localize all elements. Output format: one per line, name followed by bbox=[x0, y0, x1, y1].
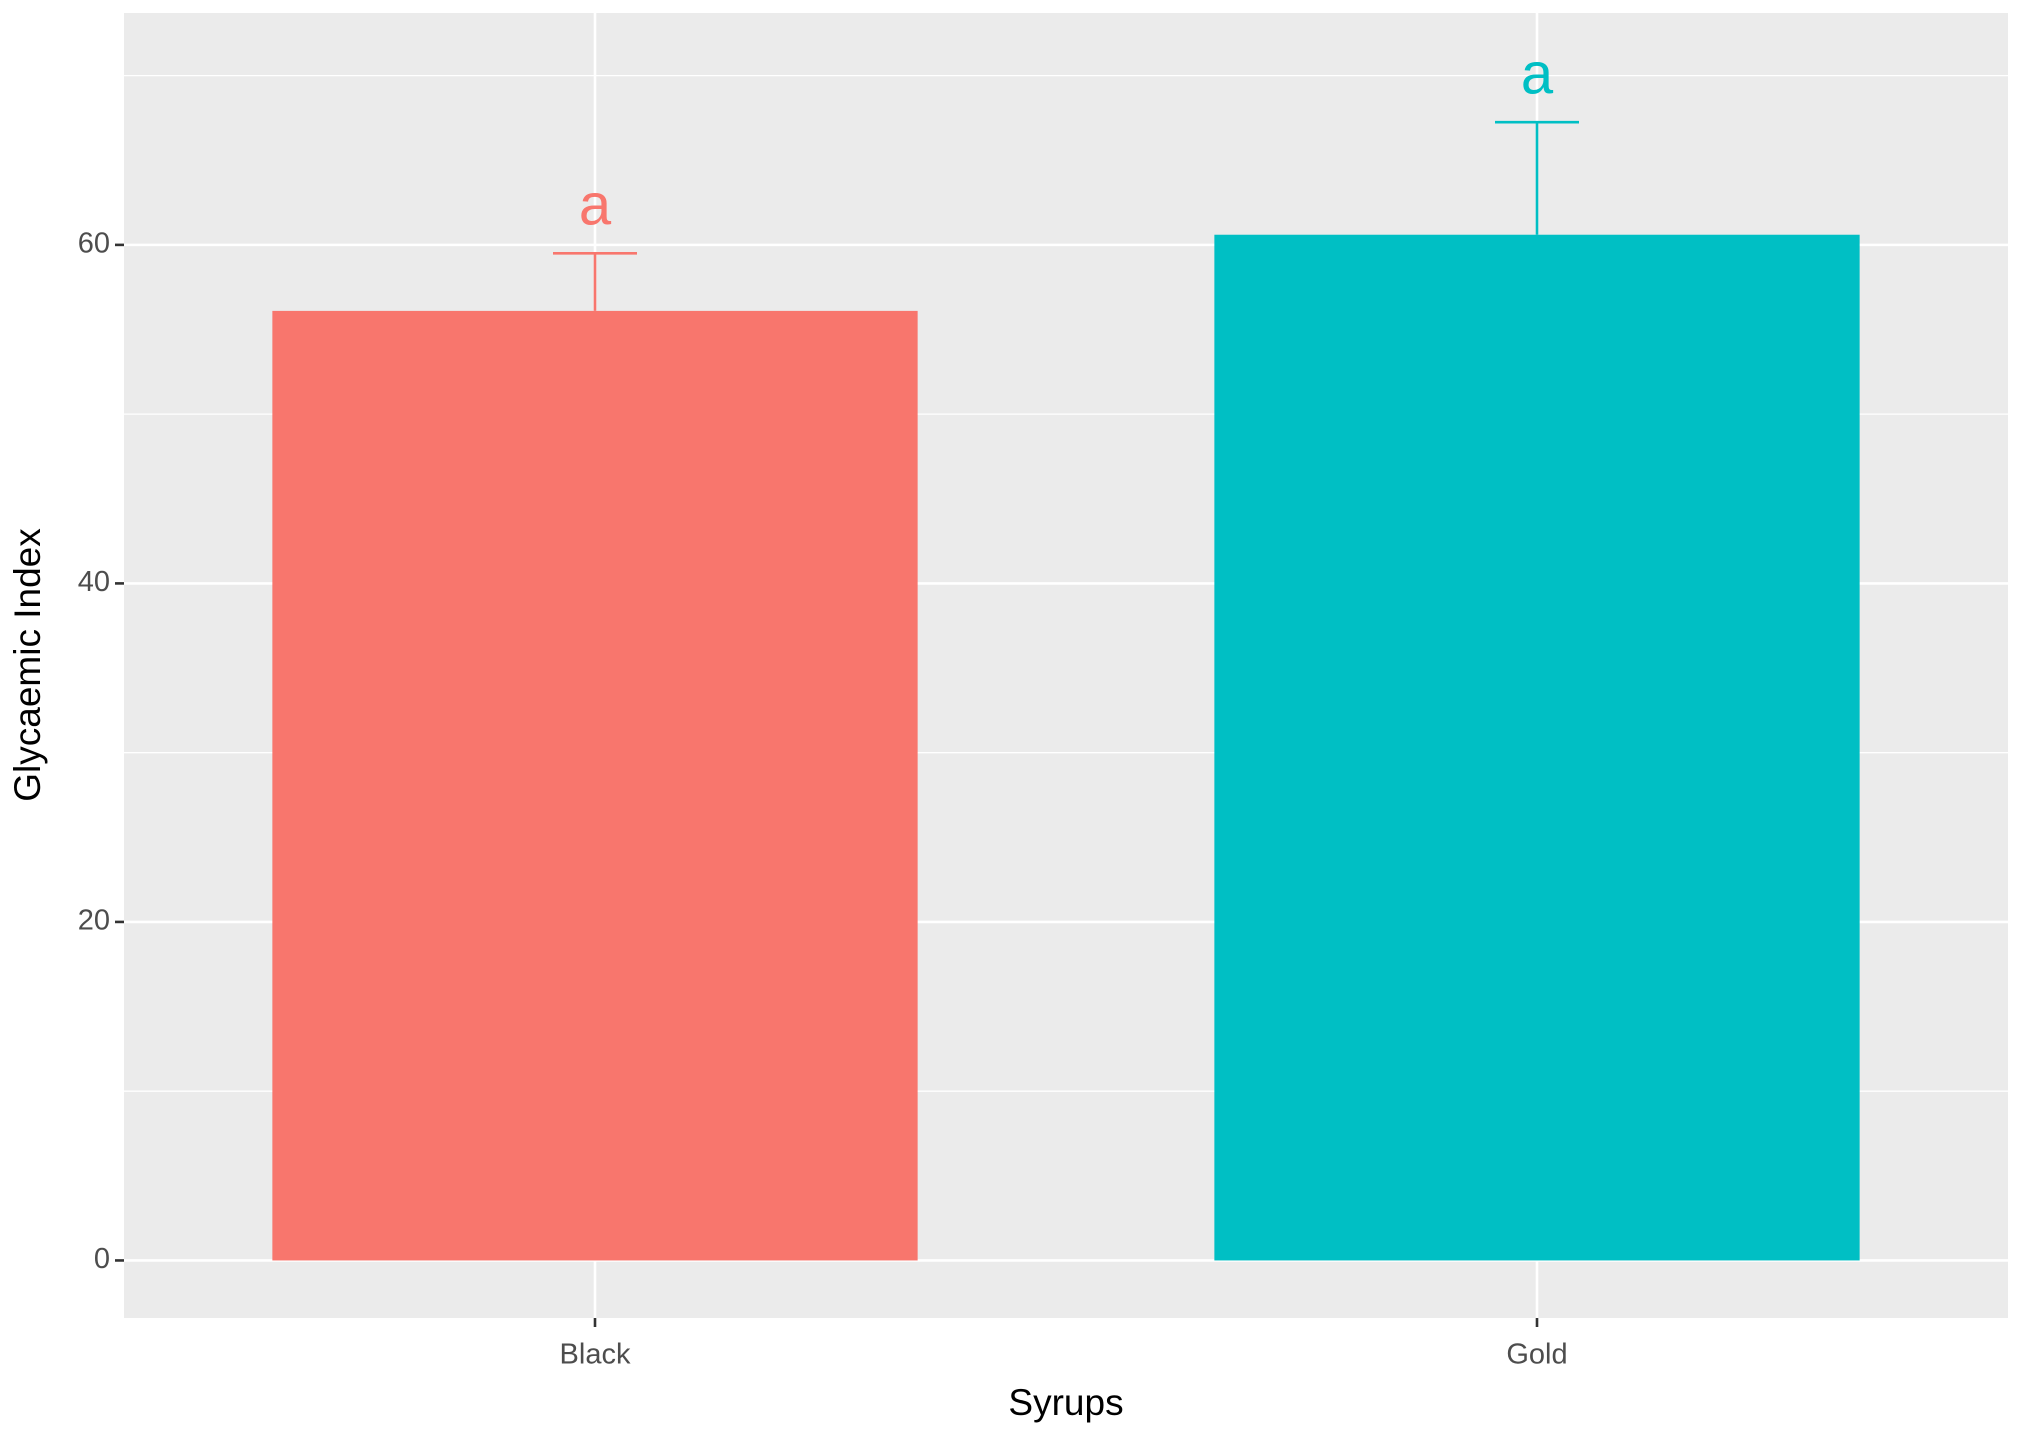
y-axis-title: Glycaemic Index bbox=[7, 528, 48, 802]
significance-label: a bbox=[579, 173, 612, 238]
y-tick-label: 20 bbox=[78, 905, 110, 937]
x-tick-label: Black bbox=[560, 1339, 631, 1371]
y-tick-label: 60 bbox=[78, 228, 110, 260]
x-axis-title: Syrups bbox=[1008, 1382, 1123, 1423]
error-bar bbox=[1495, 120, 1579, 235]
bar bbox=[1214, 234, 1860, 1261]
y-tick-label: 40 bbox=[78, 566, 110, 598]
significance-label: a bbox=[1521, 42, 1554, 107]
error-bar bbox=[553, 252, 637, 311]
bar bbox=[272, 310, 918, 1261]
y-tick-label: 0 bbox=[94, 1243, 110, 1275]
marks: aa bbox=[272, 42, 1860, 1261]
x-tick-label: Gold bbox=[1506, 1339, 1567, 1371]
